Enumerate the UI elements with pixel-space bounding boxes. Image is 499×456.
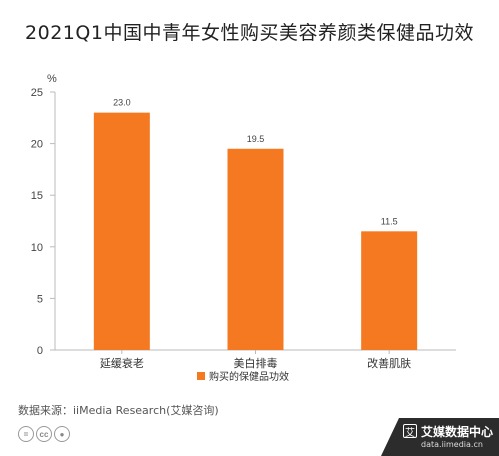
y-tick-label: 10 — [31, 242, 43, 254]
x-tick-label: 美白排毒 — [234, 356, 278, 370]
brand-logo-icon: 艾 — [403, 424, 417, 439]
source-note: 数据来源：iiMedia Research(艾媒咨询) — [18, 404, 219, 417]
chart-title: 2021Q1中国中青年女性购买美容养颜类保健品功效 — [25, 22, 474, 44]
bar — [361, 231, 418, 350]
bar-chart: 0 5 10 15 20 25% 23.0 延缓衰老 19.5 美白排毒 11.5 改善肌肤购买的保健… — [31, 73, 456, 383]
bar — [93, 112, 150, 350]
y-axis-unit: % — [47, 73, 57, 85]
data-label: 11.5 — [381, 216, 398, 226]
y-tick-label: 0 — [37, 345, 43, 357]
y-tick-label: 5 — [37, 293, 43, 305]
brand-name: 艾媒数据中心 — [421, 425, 494, 439]
person-icon: ● — [54, 426, 70, 442]
data-label: 23.0 — [113, 98, 131, 108]
legend-label: 购买的保健品功效 — [209, 370, 289, 383]
legend-swatch — [197, 372, 205, 380]
equal-icon: = — [18, 426, 34, 442]
y-tick-label: 15 — [31, 190, 43, 202]
brand-banner: 艾 艾媒数据中心 data.iimedia.cn — [381, 418, 499, 456]
x-tick-label: 延缓衰老 — [100, 356, 144, 370]
license-icons: = cc ● — [18, 426, 70, 442]
brand-url: data.iimedia.cn — [421, 440, 483, 449]
cc-icon: cc — [36, 426, 52, 442]
bar — [227, 148, 284, 350]
y-tick-label: 25 — [31, 87, 43, 99]
y-tick-label: 20 — [31, 139, 43, 151]
data-label: 19.5 — [247, 134, 265, 144]
x-tick-label: 改善肌肤 — [367, 356, 411, 370]
